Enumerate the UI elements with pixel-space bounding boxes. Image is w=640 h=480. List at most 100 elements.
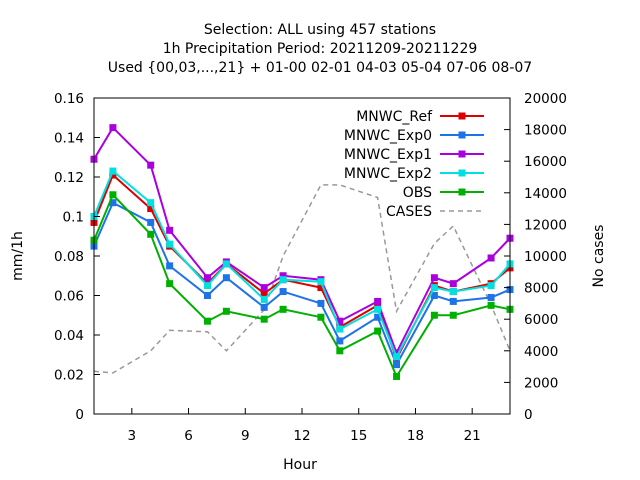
mnwc-exp2-point <box>336 325 344 333</box>
obs-point <box>336 347 344 355</box>
legend-marker-mnwc-exp0 <box>458 131 466 139</box>
y-tick-label: 0.08 <box>54 249 84 265</box>
obs-point <box>203 317 211 325</box>
mnwc-exp1-point <box>430 274 438 282</box>
x-tick-label: 18 <box>407 428 424 444</box>
legend-marker-mnwc-exp1 <box>458 150 466 158</box>
mnwc-exp2-point <box>166 240 174 248</box>
legend-label-mnwc-exp1: MNWC_Exp1 <box>344 147 432 163</box>
chart-title-line-3: Used {00,03,...,21} + 01-00 02-01 04-03 … <box>108 60 532 76</box>
legend-marker-mnwc-exp2 <box>458 169 466 177</box>
mnwc-exp1-line <box>93 125 511 356</box>
y2-tick-label: 2000 <box>524 375 558 391</box>
obs-point <box>222 307 230 315</box>
mnwc-ref-line <box>93 173 511 362</box>
mnwc-exp2-point <box>449 288 457 296</box>
mnwc-exp1-point <box>279 272 287 280</box>
mnwc-exp2-point <box>203 282 211 290</box>
y2-tick-label: 18000 <box>524 123 567 139</box>
mnwc-ref-point <box>147 205 155 213</box>
y2-tick-label: 4000 <box>524 344 558 360</box>
y-tick-label: 0.16 <box>54 91 84 107</box>
mnwc-exp2-point <box>374 305 382 313</box>
mnwc-exp2-point <box>430 284 438 292</box>
mnwc-exp0-point <box>166 262 174 270</box>
y-tick-label: 0.12 <box>54 170 84 186</box>
legend-label-mnwc-exp2: MNWC_Exp2 <box>344 166 432 182</box>
y2-tick-label: 10000 <box>524 249 567 265</box>
mnwc-exp0-point <box>109 199 117 207</box>
mnwc-exp0-line <box>93 201 511 367</box>
chart-title-line-2: 1h Precipitation Period: 20211209-202112… <box>163 41 478 57</box>
obs-point <box>487 301 495 309</box>
mnwc-exp0-point <box>336 337 344 345</box>
mnwc-ref-point <box>317 284 325 292</box>
obs-point <box>260 315 268 323</box>
mnwc-exp1-point <box>166 226 174 234</box>
mnwc-exp2-point <box>222 260 230 268</box>
legend-label-obs: OBS <box>403 185 432 201</box>
mnwc-exp2-point <box>393 353 401 361</box>
mnwc-exp2-point <box>260 295 268 303</box>
mnwc-exp2-line <box>93 169 511 360</box>
y2-axis-label: No cases <box>591 225 607 288</box>
mnwc-exp0-point <box>260 303 268 311</box>
y-tick-label: 0.04 <box>54 328 84 344</box>
mnwc-exp1-point <box>260 284 268 292</box>
y2-tick-label: 8000 <box>524 281 558 297</box>
x-tick-label: 12 <box>293 428 310 444</box>
y-axis-label: mm/1h <box>10 231 26 281</box>
y2-tick-label: 14000 <box>524 186 567 202</box>
obs-point <box>147 230 155 238</box>
obs-point <box>449 311 457 319</box>
x-tick-label: 3 <box>128 428 137 444</box>
y2-tick-label: 0 <box>524 407 533 423</box>
legend: MNWC_Ref MNWC_Exp0 MNWC_Exp1 MNWC_Exp2 OBS CA… <box>344 109 484 220</box>
mnwc-exp1-point <box>393 349 401 357</box>
y2-tick-label: 12000 <box>524 217 567 233</box>
mnwc-exp1-point <box>147 161 155 169</box>
mnwc-exp1-point <box>374 297 382 305</box>
y-tick-label: 0.14 <box>54 131 84 147</box>
chart-title-line-1: Selection: ALL using 457 stations <box>204 22 436 38</box>
obs-point <box>317 313 325 321</box>
mnwc-exp1-point <box>449 280 457 288</box>
x-tick-label: 9 <box>241 428 250 444</box>
mnwc-exp2-point <box>317 278 325 286</box>
x-tick-label: 15 <box>350 428 367 444</box>
chart-title-block: Selection: ALL using 457 stations 1h Pre… <box>108 22 532 76</box>
mnwc-exp0-point <box>393 361 401 369</box>
y-tick-label: 0.06 <box>54 289 84 305</box>
mnwc-exp2-point <box>487 282 495 290</box>
mnwc-exp0-point <box>374 313 382 321</box>
mnwc-ref-point <box>109 171 117 179</box>
plot-frame <box>93 97 511 415</box>
mnwc-exp1-point <box>336 317 344 325</box>
legend-label-mnwc-exp0: MNWC_Exp0 <box>344 128 432 144</box>
x-axis-label: Hour <box>283 457 317 473</box>
mnwc-exp1-point <box>203 274 211 282</box>
mnwc-exp2-point <box>109 167 117 175</box>
y-tick-label: 0.1 <box>63 210 84 226</box>
mnwc-exp1-point <box>487 254 495 262</box>
mnwc-exp0-point <box>449 297 457 305</box>
legend-marker-obs <box>458 188 466 196</box>
mnwc-exp0-point <box>317 299 325 307</box>
x-tick-label: 6 <box>184 428 193 444</box>
mnwc-exp2-point <box>147 199 155 207</box>
obs-point <box>166 280 174 288</box>
legend-label-mnwc-ref: MNWC_Ref <box>356 109 433 125</box>
x-tick-label: 21 <box>464 428 481 444</box>
legend-marker-mnwc-ref <box>458 112 466 120</box>
mnwc-exp0-point <box>203 292 211 299</box>
mnwc-exp0-point <box>279 288 287 296</box>
mnwc-exp0-point <box>430 292 438 299</box>
y2-tick-label: 16000 <box>524 154 567 170</box>
mnwc-ref-point <box>374 301 382 309</box>
mnwc-exp2-point <box>279 276 287 284</box>
legend-label-cases: CASES <box>386 204 432 220</box>
y-tick-label: 0.02 <box>54 368 84 384</box>
obs-point <box>109 191 117 199</box>
obs-point <box>430 311 438 319</box>
